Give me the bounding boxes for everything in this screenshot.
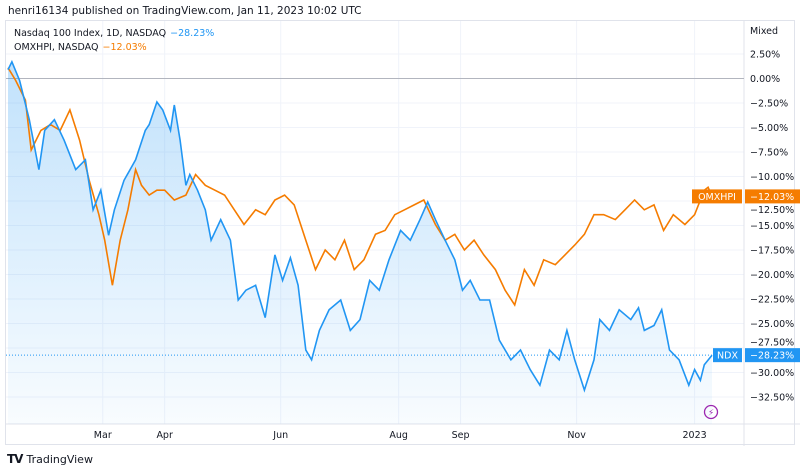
ndx-label: NDX — [717, 351, 738, 362]
y-tick-label: −10.00% — [750, 172, 794, 183]
tradingview-logo[interactable]: TV TradingView — [7, 452, 93, 466]
y-tick-label: −22.50% — [750, 295, 794, 306]
ndx-line — [7, 59, 713, 393]
y-tick-label: −5.00% — [750, 123, 788, 134]
y-tick-label: −20.00% — [750, 270, 794, 281]
chart-frame — [5, 20, 795, 445]
y-tick-label: −30.00% — [750, 368, 794, 379]
legend-omxhpi-name: OMXHPI, NASDAQ — [14, 42, 99, 53]
omxhpi-value-label: −12.03% — [750, 192, 794, 203]
legend-omxhpi: OMXHPI, NASDAQ −12.03% — [14, 42, 147, 53]
y-tick-label: −17.50% — [750, 246, 794, 257]
scale-mode-label: Mixed — [750, 26, 778, 37]
x-tick-label: Mar — [94, 430, 112, 441]
y-tick-label: −27.50% — [750, 338, 794, 349]
x-tick-label: Sep — [452, 430, 470, 441]
ndx-value-bg — [745, 348, 800, 363]
x-tick-label: 2023 — [682, 430, 706, 441]
legend-ndx-value: −28.23% — [170, 28, 215, 39]
ndx-area — [8, 61, 712, 425]
omxhpi-label-bg — [692, 189, 742, 204]
x-tick-label: Nov — [567, 430, 586, 441]
publish-info: henri16134 published on TradingView.com,… — [8, 5, 362, 17]
legend-ndx-name: Nasdaq 100 Index, 1D, NASDAQ — [14, 28, 167, 39]
x-tick-label: Aug — [389, 430, 408, 441]
x-tick-label: Apr — [156, 430, 173, 441]
lightning-glyph: ⚡ — [708, 409, 714, 419]
omxhpi-value-bg — [745, 189, 800, 204]
omxhpi-line — [7, 67, 713, 307]
y-tick-label: 2.50% — [750, 50, 780, 61]
ndx-label-bg — [713, 348, 742, 363]
footer-logo-text: TradingView — [26, 452, 93, 466]
y-tick-label: −7.50% — [750, 148, 788, 159]
y-tick-label: −2.50% — [750, 99, 788, 110]
y-tick-label: 0.00% — [750, 74, 780, 85]
y-tick-label: −12.50% — [750, 205, 794, 216]
y-tick-label: −32.50% — [750, 393, 794, 404]
tv-logo-icon: TV — [7, 452, 24, 466]
y-tick-label: −25.00% — [750, 319, 794, 330]
y-tick-label: −15.00% — [750, 221, 794, 232]
legend-omxhpi-value: −12.03% — [102, 42, 147, 53]
legend-ndx: Nasdaq 100 Index, 1D, NASDAQ −28.23% — [14, 28, 214, 39]
events-lightning-icon — [703, 404, 719, 420]
x-tick-label: Jun — [272, 430, 288, 441]
ndx-value-label: −28.23% — [750, 351, 794, 362]
omxhpi-label: OMXHPI — [698, 192, 736, 203]
